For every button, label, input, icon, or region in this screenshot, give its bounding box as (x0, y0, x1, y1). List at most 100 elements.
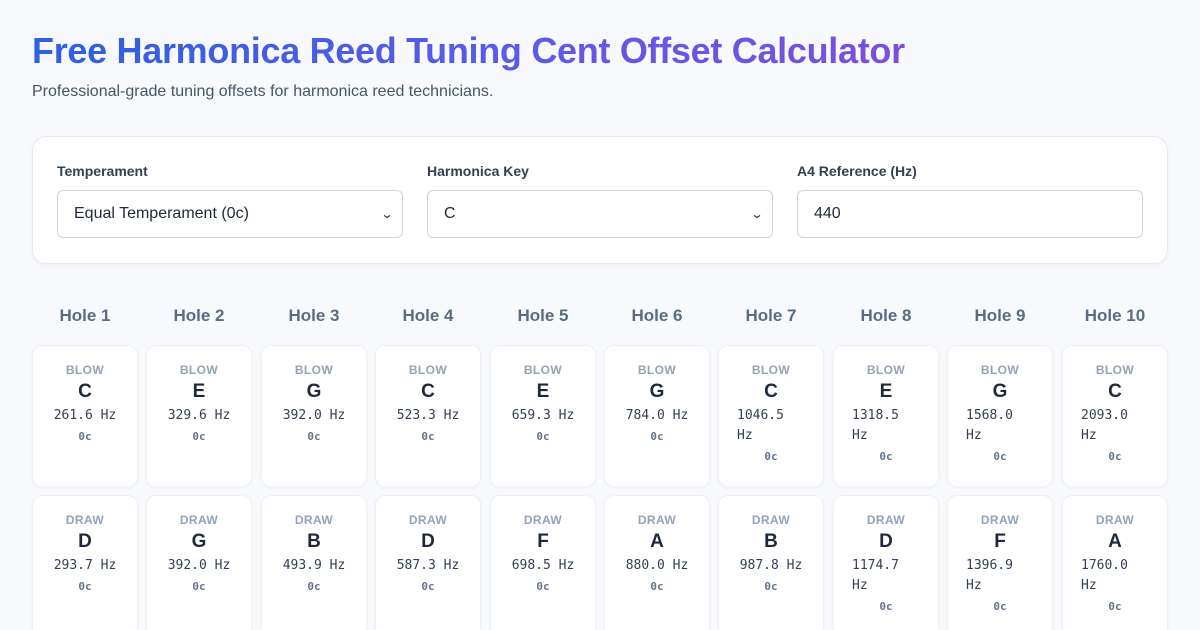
key-select[interactable]: C ⌄ (427, 190, 773, 238)
reed-kind: DRAW (65, 513, 105, 527)
a4-input[interactable]: 440 (797, 190, 1143, 238)
reed-cent-offset: 0c (421, 430, 435, 443)
reed-frequency: 784.0 Hz (625, 408, 689, 423)
hole-header: Hole 10 (1084, 306, 1146, 325)
reed-kind: BLOW (1095, 363, 1135, 377)
reed-frequency: 1568.0 Hz (966, 408, 1013, 443)
reed-cent-offset: 0c (650, 580, 664, 593)
reed-cent-offset: 0c (192, 580, 206, 593)
temperament-control: Temperament Equal Temperament (0c) ⌄ (57, 163, 403, 238)
reed-note: G (306, 381, 322, 402)
draw-reed-card: DRAW D 293.7 Hz 0c (32, 495, 138, 630)
reed-kind: BLOW (751, 363, 791, 377)
reed-frequency: 659.3 Hz (511, 408, 575, 423)
reed-cent-offset: 0c (650, 430, 664, 443)
reed-note: D (879, 531, 893, 552)
temperament-select[interactable]: Equal Temperament (0c) ⌄ (57, 190, 403, 238)
reed-note: C (78, 381, 92, 402)
hole-header: Hole 3 (288, 306, 340, 325)
reed-frequency: 698.5 Hz (511, 558, 575, 573)
reed-kind: DRAW (408, 513, 448, 527)
reed-kind: BLOW (65, 363, 105, 377)
reed-frequency: 1318.5 Hz (852, 408, 899, 443)
blow-reed-card: BLOW C 523.3 Hz 0c (375, 345, 481, 487)
reed-frequency: 293.7 Hz (53, 558, 117, 573)
reed-kind: DRAW (637, 513, 677, 527)
reed-frequency: 261.6 Hz (53, 408, 117, 423)
reed-note: E (536, 381, 550, 402)
reed-note: D (78, 531, 92, 552)
reed-kind: DRAW (1095, 513, 1135, 527)
reed-kind: DRAW (980, 513, 1020, 527)
reed-cent-offset: 0c (192, 430, 206, 443)
draw-reed-card: DRAW D 1174.7 Hz 0c (833, 495, 939, 630)
blow-reed-card: BLOW G 784.0 Hz 0c (604, 345, 710, 487)
hole-header: Hole 7 (745, 306, 797, 325)
reed-note: G (191, 531, 207, 552)
reed-kind: BLOW (637, 363, 677, 377)
reed-cent-offset: 0c (764, 580, 778, 593)
reed-note: C (1108, 381, 1122, 402)
blow-reed-card: BLOW G 392.0 Hz 0c (261, 345, 367, 487)
blow-reed-card: BLOW E 1318.5 Hz 0c (833, 345, 939, 487)
a4-value: 440 (814, 205, 841, 222)
hole-header: Hole 5 (517, 306, 569, 325)
chevron-down-icon: ⌄ (750, 207, 764, 221)
hole-header: Hole 1 (59, 306, 111, 325)
reed-grid: Hole 1 Hole 2 Hole 3 Hole 4 Hole 5 Hole 6 Hole… (32, 296, 1168, 630)
reed-kind: DRAW (179, 513, 219, 527)
reed-frequency: 493.9 Hz (282, 558, 346, 573)
reed-frequency: 1396.9 Hz (966, 558, 1013, 593)
reed-cent-offset: 0c (307, 580, 321, 593)
blow-reed-card: BLOW E 329.6 Hz 0c (146, 345, 252, 487)
draw-reed-card: DRAW A 880.0 Hz 0c (604, 495, 710, 630)
reed-cent-offset: 0c (78, 580, 92, 593)
reed-note: C (764, 381, 778, 402)
blow-reed-card: BLOW C 2093.0 Hz 0c (1062, 345, 1168, 487)
reed-frequency: 1046.5 Hz (737, 408, 784, 443)
draw-reed-card: DRAW A 1760.0 Hz 0c (1062, 495, 1168, 630)
blow-reed-card: BLOW C 1046.5 Hz 0c (718, 345, 824, 487)
reed-frequency: 2093.0 Hz (1081, 408, 1128, 443)
reed-cent-offset: 0c (536, 430, 550, 443)
reed-cent-offset: 0c (993, 600, 1007, 613)
blow-reed-card: BLOW G 1568.0 Hz 0c (947, 345, 1053, 487)
hole-header: Hole 9 (974, 306, 1026, 325)
reed-cent-offset: 0c (993, 450, 1007, 463)
a4-label: A4 Reference (Hz) (797, 163, 917, 179)
reed-cent-offset: 0c (307, 430, 321, 443)
hole-header: Hole 4 (402, 306, 454, 325)
reed-note: C (421, 381, 435, 402)
hole-header: Hole 6 (631, 306, 683, 325)
key-value: C (444, 205, 456, 222)
draw-reed-card: DRAW F 698.5 Hz 0c (490, 495, 596, 630)
reed-cent-offset: 0c (764, 450, 778, 463)
reed-note: E (192, 381, 206, 402)
reed-cent-offset: 0c (879, 600, 893, 613)
reed-kind: BLOW (523, 363, 563, 377)
hole-header: Hole 2 (173, 306, 225, 325)
temperament-value: Equal Temperament (0c) (74, 205, 249, 222)
reed-frequency: 987.8 Hz (739, 558, 803, 573)
controls-panel: Temperament Equal Temperament (0c) ⌄ Har… (32, 136, 1168, 264)
chevron-down-icon: ⌄ (380, 207, 394, 221)
a4-control: A4 Reference (Hz) 440 (797, 163, 1143, 238)
reed-note: A (650, 531, 664, 552)
reed-kind: BLOW (179, 363, 219, 377)
reed-frequency: 392.0 Hz (167, 558, 231, 573)
reed-frequency: 523.3 Hz (396, 408, 460, 423)
draw-reed-card: DRAW G 392.0 Hz 0c (146, 495, 252, 630)
reed-note: B (764, 531, 778, 552)
reed-kind: DRAW (294, 513, 334, 527)
reed-note: D (421, 531, 435, 552)
reed-kind: BLOW (294, 363, 334, 377)
reed-note: E (879, 381, 893, 402)
reed-frequency: 1174.7 Hz (852, 558, 899, 593)
reed-note: B (307, 531, 321, 552)
reed-cent-offset: 0c (78, 430, 92, 443)
temperament-label: Temperament (57, 163, 148, 179)
reed-kind: DRAW (751, 513, 791, 527)
draw-reed-card: DRAW F 1396.9 Hz 0c (947, 495, 1053, 630)
page-subtitle: Professional-grade tuning offsets for ha… (32, 83, 494, 100)
reed-kind: BLOW (866, 363, 906, 377)
